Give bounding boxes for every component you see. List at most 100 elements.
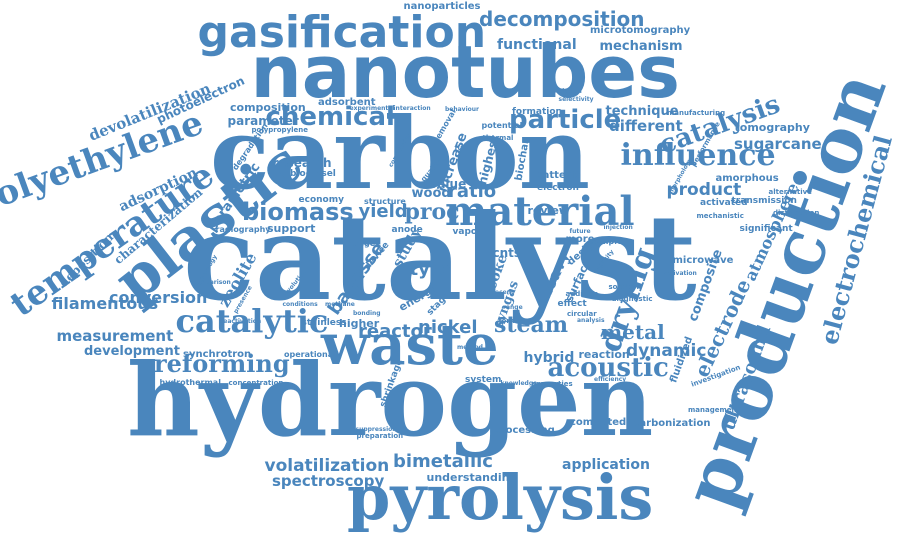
word-bonding: bonding	[353, 310, 381, 317]
word-mechanistic: mechanistic	[696, 211, 744, 220]
word-volatilization: volatilization	[264, 455, 390, 476]
word-transmission: transmission	[731, 195, 797, 206]
word-pyrolysis: pyrolysis	[347, 461, 654, 534]
word-interaction: interaction	[393, 105, 431, 112]
word-microwave: microwave	[672, 255, 734, 266]
word-metal: metal	[601, 320, 665, 344]
word-development: development	[84, 343, 180, 359]
word-parameter: parameter	[227, 114, 299, 128]
word-deactivation: deactivation	[219, 318, 262, 325]
word-significant: significant	[739, 223, 793, 234]
word-research: research	[272, 156, 332, 170]
word-support: support	[267, 221, 316, 235]
word-format: format	[498, 316, 526, 325]
word-recent: recent	[492, 289, 514, 296]
word-amorphous: amorphous	[715, 173, 779, 184]
word-carbonization: carbonization	[633, 418, 711, 429]
word-change: change	[342, 239, 376, 248]
word-waste: waste	[321, 312, 499, 378]
word-management: management	[688, 405, 740, 414]
word-future: future	[569, 228, 591, 235]
word-batterie: batterie	[535, 170, 581, 181]
word-polypropylene: polypropylene	[251, 125, 309, 134]
word-product: product	[666, 179, 742, 200]
word-injection: injection	[603, 224, 633, 231]
word-functional: functional	[497, 37, 577, 53]
word-gasification: gasification	[197, 7, 487, 58]
word-properties: properties	[531, 379, 573, 388]
word-synchrotron: synchrotron	[183, 349, 252, 360]
word-biodiesel: biodiesel	[290, 168, 336, 179]
word-sample: sample	[590, 237, 623, 246]
word-knowledge: knowledge	[500, 380, 538, 387]
word-suppression: suppression	[355, 426, 397, 433]
word-hydrogen: hydrogen	[127, 341, 654, 459]
word-effect: effect	[557, 298, 587, 309]
word-sorption: sorption	[608, 282, 642, 291]
word-fuel: fuel	[454, 143, 470, 152]
word-conditions: conditions	[282, 301, 318, 308]
word-comparison: comparison	[191, 279, 231, 286]
word-tyre: tyre	[409, 259, 451, 280]
word-review: review	[527, 203, 569, 217]
word-yield: yield	[358, 201, 408, 222]
word-biomass: biomass	[242, 198, 354, 226]
word-cnts: cnts	[492, 246, 522, 260]
word-application: application	[562, 457, 650, 473]
word-methane: methane	[325, 301, 355, 308]
word-experimental: experimental	[349, 105, 395, 112]
word-nickel: nickel	[418, 317, 478, 338]
word-reforming: reforming	[154, 349, 290, 378]
word-adsorbent: adsorbent	[318, 97, 376, 108]
word-method: method	[457, 344, 483, 351]
word-selectivity: selectivity	[558, 96, 594, 103]
word-value: value	[429, 177, 467, 191]
word-process: process	[277, 260, 304, 267]
word-composition: composition	[230, 100, 306, 114]
word-analysis: analysis	[577, 317, 605, 324]
word-system: system	[465, 374, 502, 385]
word-anode: anode	[391, 224, 423, 235]
word-filamentous: filamentous	[51, 294, 159, 313]
word-concentration: concentration	[228, 378, 284, 387]
word-radiography: radiography	[215, 225, 271, 234]
word-preparation: preparation	[356, 431, 404, 440]
word-tomography: tomography	[734, 120, 810, 134]
word-more: more	[565, 234, 595, 245]
word-understanding: understanding	[426, 470, 518, 484]
word-chemical: chemical	[265, 102, 395, 132]
word-particle: particle	[509, 105, 622, 135]
word-efficiency: efficiency	[594, 376, 627, 383]
word-nanoparticles: nanoparticles	[403, 1, 481, 12]
word-hydrothermal: hydrothermal	[159, 378, 221, 387]
word-material: material	[445, 188, 635, 235]
word-wood: wood	[411, 185, 451, 201]
word-different: different	[609, 116, 683, 135]
word-economy: economy	[298, 194, 344, 205]
word-vapor: vapor	[452, 226, 482, 237]
word-thermal: thermal	[482, 133, 514, 142]
word-electron: electron	[537, 182, 579, 193]
word-conversion: conversion	[109, 288, 208, 307]
word-potential: potential	[481, 121, 523, 130]
word-carbon: carbon	[210, 97, 590, 212]
word-formation: formation	[512, 106, 562, 117]
word-oxidation: oxidation	[550, 88, 582, 95]
word-measurement: measurement	[56, 326, 174, 345]
word-alternative: alternative	[768, 187, 812, 196]
word-hybrid: hybrid	[523, 350, 575, 366]
word-higher: higher	[339, 316, 380, 330]
word-ratio: ratio	[448, 181, 497, 202]
word-proc: proc	[404, 199, 460, 225]
word-acoustic: acoustic	[547, 353, 669, 383]
word-mechanism: mechanism	[599, 38, 683, 54]
word-computed: computed	[570, 417, 627, 428]
word-operational: operational	[284, 350, 336, 359]
word-activation: activation	[663, 270, 697, 277]
word-steam: steam	[494, 312, 569, 338]
word-sugarcane: sugarcane	[734, 134, 822, 153]
word-microtomography: microtomography	[590, 25, 691, 36]
word-spectroscopy: spectroscopy	[272, 471, 385, 490]
word-technique: technique	[605, 103, 679, 119]
